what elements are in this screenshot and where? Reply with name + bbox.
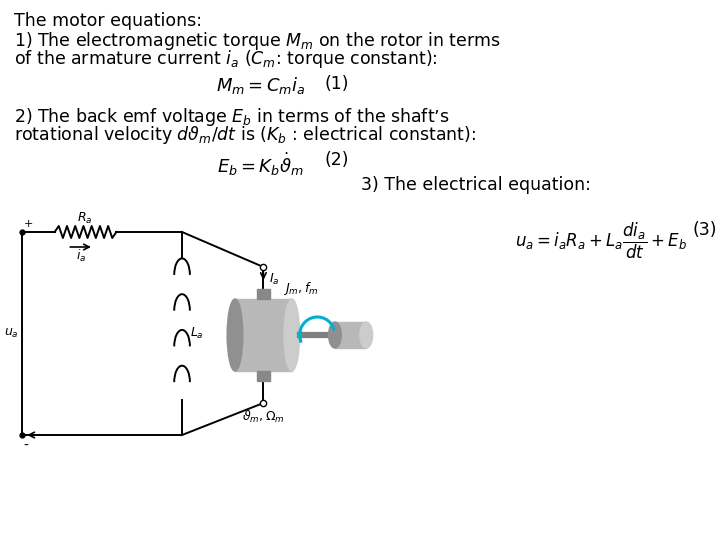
Text: (3): (3) xyxy=(693,221,717,239)
Text: (1): (1) xyxy=(324,75,348,93)
Text: rotational velocity $d\vartheta_m/dt$ is ($K_b$ : electrical constant):: rotational velocity $d\vartheta_m/dt$ is… xyxy=(14,124,477,146)
Bar xyxy=(256,289,270,299)
Text: $I_a$: $I_a$ xyxy=(269,272,280,287)
Ellipse shape xyxy=(328,322,341,348)
Text: $u_a$: $u_a$ xyxy=(4,327,19,340)
Text: 2) The back emf voltage $E_b$ in terms of the shaft’s: 2) The back emf voltage $E_b$ in terms o… xyxy=(14,106,450,127)
Text: $\vartheta_m, \Omega_m$: $\vartheta_m, \Omega_m$ xyxy=(242,409,284,425)
Text: $J_m, f_m$: $J_m, f_m$ xyxy=(283,280,318,297)
Bar xyxy=(256,371,270,381)
Text: (2): (2) xyxy=(324,151,348,168)
Ellipse shape xyxy=(284,299,300,371)
Text: $R_a$: $R_a$ xyxy=(77,211,93,226)
Text: $E_b = K_b \dot{\vartheta}_m$: $E_b = K_b \dot{\vartheta}_m$ xyxy=(217,151,304,178)
Text: +: + xyxy=(23,219,32,229)
Text: of the armature current $i_a$ ($C_m$: torque constant):: of the armature current $i_a$ ($C_m$: to… xyxy=(14,48,438,70)
Text: 3) The electrical equation:: 3) The electrical equation: xyxy=(361,176,591,194)
Bar xyxy=(335,322,366,348)
Text: $u_a = i_aR_a + L_a\dfrac{di_a}{dt} + E_b$: $u_a = i_aR_a + L_a\dfrac{di_a}{dt} + E_… xyxy=(515,221,687,261)
Ellipse shape xyxy=(227,299,243,371)
Text: 1) The electromagnetic torque $M_m$ on the rotor in terms: 1) The electromagnetic torque $M_m$ on t… xyxy=(14,30,501,52)
Text: $i_a$: $i_a$ xyxy=(76,248,86,264)
Text: $L_a$: $L_a$ xyxy=(190,326,204,341)
Text: -: - xyxy=(23,439,28,453)
Bar xyxy=(235,299,292,371)
Ellipse shape xyxy=(360,322,373,348)
Text: $M_m = C_m i_a$: $M_m = C_m i_a$ xyxy=(215,75,305,96)
Text: The motor equations:: The motor equations: xyxy=(14,12,202,30)
